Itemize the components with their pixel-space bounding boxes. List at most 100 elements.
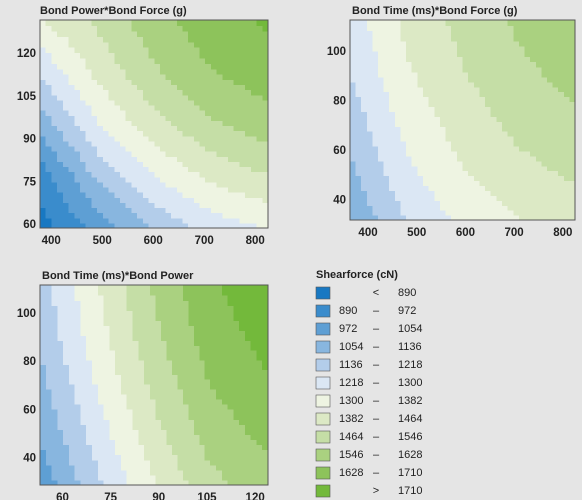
contour-cell xyxy=(166,424,173,430)
contour-cell xyxy=(228,79,235,85)
contour-cell xyxy=(233,68,241,75)
contour-cell xyxy=(239,429,246,435)
contour-cell xyxy=(91,197,98,203)
contour-cell xyxy=(468,30,475,37)
contour-cell xyxy=(205,89,212,96)
contour-cell xyxy=(256,378,263,385)
contour-cell xyxy=(569,155,576,162)
contour-cell xyxy=(108,104,115,111)
contour-cell xyxy=(216,222,223,229)
contour-cell xyxy=(221,414,229,420)
contour-cell xyxy=(239,125,246,132)
contour-cell xyxy=(182,36,189,43)
contour-cell xyxy=(239,325,246,332)
contour-cell xyxy=(177,409,184,415)
contour-cell xyxy=(262,151,269,157)
contour-cell xyxy=(233,176,241,183)
contour-cell xyxy=(383,205,390,211)
contour-cell xyxy=(378,66,385,73)
contour-cell xyxy=(149,320,157,327)
contour-cell xyxy=(256,354,263,361)
contour-cell xyxy=(68,57,75,64)
contour-cell xyxy=(378,170,385,177)
contour-cell xyxy=(125,217,133,224)
contour-cell xyxy=(563,30,570,37)
contour-cell xyxy=(109,315,116,322)
contour-cell xyxy=(485,96,492,103)
contour-cell xyxy=(144,449,151,456)
contour-cell xyxy=(80,330,87,337)
contour-cell xyxy=(210,186,218,193)
contour-cell xyxy=(57,378,64,385)
contour-cell xyxy=(428,111,435,117)
contour-cell xyxy=(518,210,526,216)
contour-cell xyxy=(228,36,235,43)
contour-cell xyxy=(250,57,258,64)
contour-cell xyxy=(74,151,81,157)
contour-cell xyxy=(535,35,542,42)
contour-cell xyxy=(417,71,424,78)
contour-cell xyxy=(119,104,127,111)
contour-cell xyxy=(513,91,520,98)
contour-cell xyxy=(68,192,75,198)
contour-cell xyxy=(57,68,64,75)
contour-cell xyxy=(468,106,475,112)
contour-cell xyxy=(244,439,252,446)
contour-cell xyxy=(204,429,211,435)
contour-cell xyxy=(63,295,70,301)
contour-cell xyxy=(411,66,418,73)
contour-cell xyxy=(92,424,99,430)
contour-cell xyxy=(166,454,173,461)
contour-cell xyxy=(51,335,58,342)
contour-cell xyxy=(434,210,441,216)
contour-cell xyxy=(108,171,115,178)
contour-cell xyxy=(428,86,435,93)
contour-cell xyxy=(239,151,246,157)
contour-cell xyxy=(51,197,58,203)
contour-cell xyxy=(411,126,418,132)
contour-cell xyxy=(445,210,452,216)
contour-cell xyxy=(541,131,548,137)
contour-cell xyxy=(176,140,184,147)
contour-cell xyxy=(176,104,184,111)
contour-cell xyxy=(149,454,157,461)
contour-cell xyxy=(79,207,87,214)
contour-cell xyxy=(490,126,497,132)
contour-cell xyxy=(144,369,151,375)
contour-cell xyxy=(445,185,452,191)
contour-cell xyxy=(199,84,206,91)
contour-cell xyxy=(138,393,145,400)
contour-cell xyxy=(524,76,531,83)
contour-cell xyxy=(51,429,58,435)
contour-cell xyxy=(142,47,150,54)
contour-cell xyxy=(40,449,47,456)
contour-cell xyxy=(40,212,47,219)
contour-cell xyxy=(222,99,229,106)
contour-cell xyxy=(149,290,157,296)
contour-cell xyxy=(62,217,70,224)
contour-cell xyxy=(74,89,81,96)
contour-cell xyxy=(74,320,82,327)
contour-cell xyxy=(166,359,173,366)
contour-cell xyxy=(417,190,424,196)
contour-cell xyxy=(40,479,47,486)
contour-cell xyxy=(361,185,368,191)
contour-cell xyxy=(546,101,554,108)
contour-cell xyxy=(372,56,379,63)
contour-cell xyxy=(102,104,110,111)
contour-cell xyxy=(45,212,53,219)
contour-cell xyxy=(417,40,424,47)
contour-cell xyxy=(199,25,206,32)
contour-cell xyxy=(86,359,93,366)
contour-cell xyxy=(74,63,81,70)
contour-cell xyxy=(210,429,217,435)
contour-cell xyxy=(199,57,206,64)
contour-cell xyxy=(68,393,76,400)
contour-cell xyxy=(222,120,229,127)
contour-cell xyxy=(97,414,105,420)
contour-cell xyxy=(485,140,492,147)
contour-cell xyxy=(199,140,206,147)
contour-cell xyxy=(411,155,418,162)
contour-cell xyxy=(473,96,481,103)
contour-cell xyxy=(108,217,115,224)
